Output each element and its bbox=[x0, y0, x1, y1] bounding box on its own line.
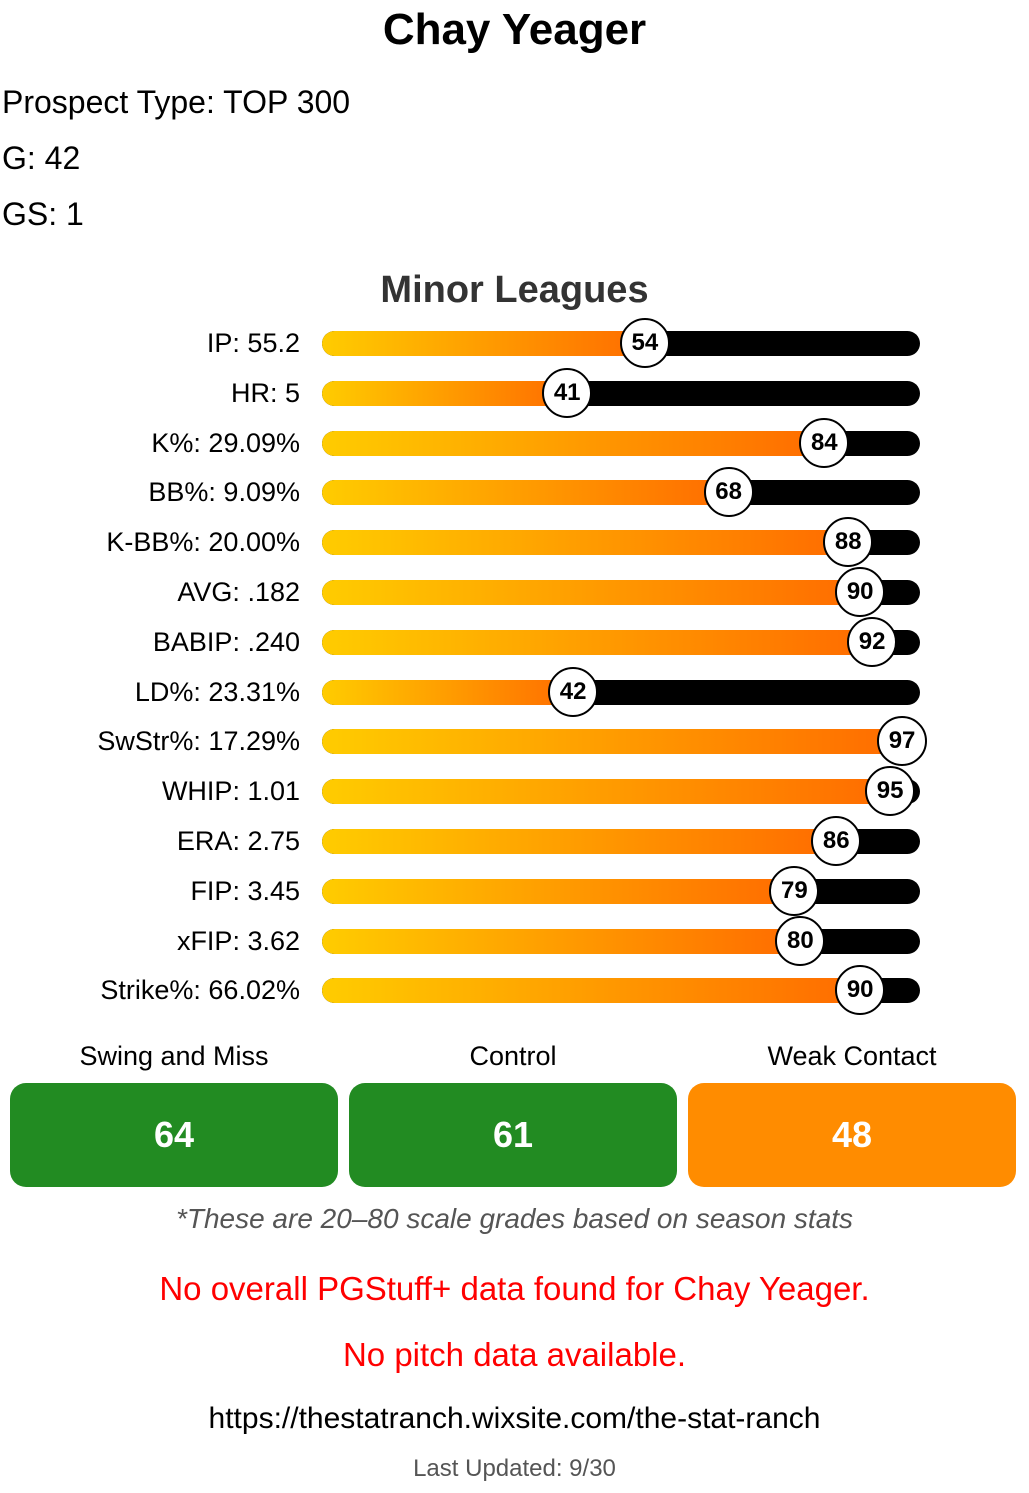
metric-label-xfip: xFIP: 3.62 bbox=[176, 925, 300, 956]
metric-label-k-bb: K-BB%: 20.00% bbox=[106, 527, 300, 558]
metric-track-fip bbox=[322, 878, 920, 904]
metric-percentile-bb: 68 bbox=[703, 467, 754, 518]
metric-label-fip: FIP: 3.45 bbox=[190, 875, 300, 906]
grade-label-weak-contact: Weak Contact bbox=[767, 1041, 937, 1071]
metric-percentile-k-bb: 88 bbox=[823, 517, 874, 568]
metric-bar-xfip bbox=[322, 928, 809, 954]
metric-bar-swstr bbox=[322, 729, 911, 755]
metric-bar-k-bb bbox=[322, 530, 857, 556]
metric-label-ld: LD%: 23.31% bbox=[134, 676, 300, 707]
metric-bar-avg bbox=[322, 580, 869, 605]
player-name: Chay Yeager bbox=[382, 5, 647, 54]
prospect-type: Prospect Type: TOP 300 bbox=[2, 84, 351, 120]
metric-percentile-ip: 54 bbox=[619, 318, 670, 368]
metric-percentile-ld: 42 bbox=[548, 666, 599, 717]
games-played: G: 42 bbox=[2, 140, 81, 176]
grade-label-swing-and-miss: Swing and Miss bbox=[79, 1041, 269, 1071]
metric-track-k-bb bbox=[322, 530, 920, 556]
scale-footnote: *These are 20–80 scale grades based on s… bbox=[175, 1203, 854, 1234]
metric-track-ld bbox=[322, 679, 920, 705]
grade-box-swing-and-miss: 64 bbox=[10, 1083, 338, 1187]
metric-percentile-xfip: 80 bbox=[775, 915, 826, 966]
metric-bar-k bbox=[322, 430, 833, 456]
metric-label-avg: AVG: .182 bbox=[177, 577, 300, 607]
metric-percentile-k: 84 bbox=[799, 417, 850, 468]
metric-track-hr bbox=[322, 380, 920, 406]
metric-label-era: ERA: 2.75 bbox=[176, 826, 300, 856]
grade-box-control: 61 bbox=[349, 1083, 677, 1187]
metric-track-strike bbox=[322, 978, 920, 1004]
grade-label-control: Control bbox=[469, 1041, 557, 1071]
last-updated: Last Updated: 9/30 bbox=[413, 1455, 616, 1482]
metric-label-whip: WHIP: 1.01 bbox=[161, 776, 300, 807]
metric-bar-babip bbox=[322, 629, 881, 655]
metric-label-bb: BB%: 9.09% bbox=[148, 477, 300, 508]
metric-percentile-strike: 90 bbox=[835, 965, 886, 1016]
metric-percentile-hr: 41 bbox=[542, 367, 593, 418]
metric-label-hr: HR: 5 bbox=[230, 377, 300, 408]
metric-bar-bb bbox=[322, 480, 737, 506]
metric-label-swstr: SwStr%: 17.29% bbox=[97, 726, 300, 757]
metric-track-bb bbox=[322, 480, 920, 506]
metric-percentile-avg: 90 bbox=[835, 567, 886, 617]
metric-percentile-swstr: 97 bbox=[877, 716, 928, 767]
metric-bar-hr bbox=[322, 380, 576, 406]
metric-track-swstr bbox=[322, 729, 920, 755]
metric-track-xfip bbox=[322, 928, 920, 954]
metric-percentile-whip: 95 bbox=[865, 766, 916, 817]
metric-label-ip: IP: 55.2 bbox=[206, 328, 300, 358]
site-url: https://thestatranch.wixsite.com/the-sta… bbox=[208, 1402, 821, 1435]
metric-label-babip: BABIP: .240 bbox=[152, 626, 300, 657]
games-started: GS: 1 bbox=[2, 196, 84, 232]
grade-box-weak-contact: 48 bbox=[688, 1083, 1016, 1187]
metric-label-strike: Strike%: 66.02% bbox=[100, 975, 300, 1006]
metric-track-avg bbox=[322, 580, 920, 605]
metric-percentile-era: 86 bbox=[811, 816, 862, 866]
chart-title: Minor Leagues bbox=[380, 269, 649, 311]
metric-label-k: K%: 29.09% bbox=[151, 427, 300, 458]
pgstuff-notice: No overall PGStuff+ data found for Chay … bbox=[159, 1270, 870, 1307]
metric-track-babip bbox=[322, 629, 920, 655]
metric-percentile-fip: 79 bbox=[769, 865, 820, 916]
metric-bar-whip bbox=[322, 779, 899, 805]
metric-bar-ld bbox=[322, 679, 582, 705]
metric-percentile-babip: 92 bbox=[847, 616, 898, 667]
metric-bar-strike bbox=[322, 978, 869, 1004]
pitch-data-notice: No pitch data available. bbox=[342, 1336, 687, 1373]
metric-bar-fip bbox=[322, 878, 803, 904]
metric-track-whip bbox=[322, 779, 920, 805]
metric-bar-ip bbox=[322, 331, 653, 356]
metric-bar-era bbox=[322, 829, 845, 854]
